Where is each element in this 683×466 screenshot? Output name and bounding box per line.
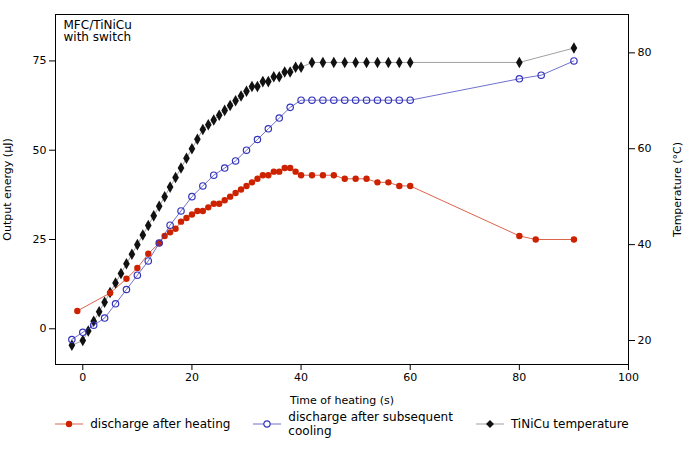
svg-text:0: 0 [40, 322, 47, 335]
svg-text:60: 60 [638, 142, 652, 155]
html-text:TiNiCu temperature: TiNiCu temperature [510, 417, 629, 432]
svg-text:20: 20 [638, 334, 652, 347]
svg-text:Temperature (°C): Temperature (°C) [671, 142, 683, 238]
svg-text:100: 100 [618, 371, 639, 384]
svg-text:80: 80 [512, 371, 526, 384]
svg-text:40: 40 [638, 238, 652, 251]
svg-text:0: 0 [79, 371, 86, 384]
svg-text:MFC/TiNiCuwith switch: MFC/TiNiCuwith switch [64, 18, 132, 44]
svg-text:60: 60 [403, 371, 417, 384]
svg-text:50: 50 [33, 144, 47, 157]
html-text:discharge after subsequent coo: discharge after subsequent cooling [288, 410, 453, 439]
svg-text:75: 75 [33, 54, 47, 67]
svg-text:25: 25 [33, 233, 47, 246]
html-text:discharge after heating: discharge after heating [90, 417, 231, 432]
svg-text:80: 80 [638, 46, 652, 59]
svg-text:Time of heating (s): Time of heating (s) [289, 394, 394, 407]
svg-text:20: 20 [185, 371, 199, 384]
svg-text:Output energy (μJ): Output energy (μJ) [1, 138, 14, 240]
svg-text:40: 40 [294, 371, 308, 384]
